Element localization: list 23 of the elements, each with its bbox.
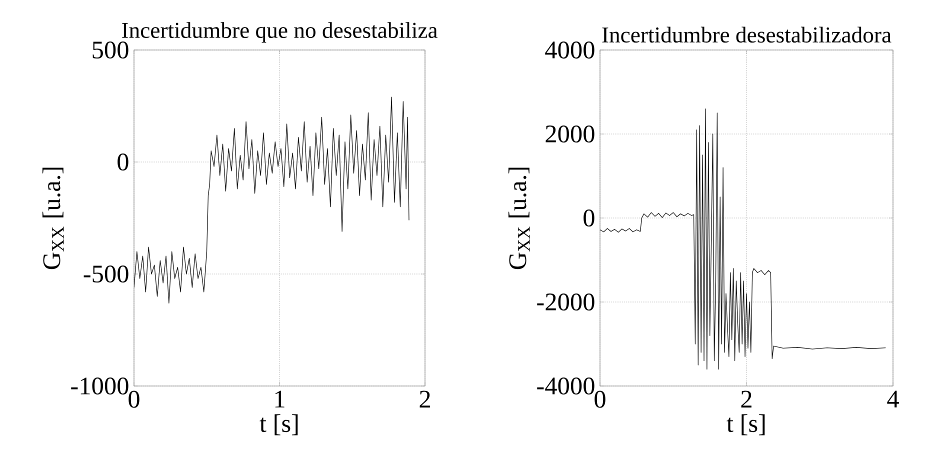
y-tick-label: 0 xyxy=(584,209,594,227)
x-tick-label: 1 xyxy=(275,390,284,408)
x-tick-label: 2 xyxy=(741,390,752,408)
x-tick-label: 4 xyxy=(887,390,899,408)
y-axis-title: G$_{XX}$ [u.a.] xyxy=(508,168,530,270)
y-tick-label: 500 xyxy=(92,41,128,59)
y-axis-title: G$_{XX}$ [u.a.] xyxy=(42,168,64,270)
x-tick-label: 2 xyxy=(420,390,430,408)
chart-title: Incertidumbre que no desestabiliza xyxy=(122,22,438,43)
line-series xyxy=(600,108,886,370)
x-tick-label: 0 xyxy=(594,390,606,408)
y-tick-label: -2000 xyxy=(537,293,594,311)
y-tick-label: 4000 xyxy=(545,41,594,59)
line-series xyxy=(134,96,410,304)
x-axis-title: t [s] xyxy=(726,414,765,436)
y-tick-label: -500 xyxy=(84,265,128,283)
x-tick-label: 0 xyxy=(128,390,140,408)
y-tick-label: 0 xyxy=(118,153,128,171)
chart-title: Incertidumbre desestabilizadora xyxy=(602,26,892,43)
y-tick-label: 2000 xyxy=(546,125,594,143)
y-tick-label: -1000 xyxy=(71,377,128,395)
x-axis-title: t [s] xyxy=(260,414,298,436)
y-tick-label: -4000 xyxy=(537,377,594,395)
